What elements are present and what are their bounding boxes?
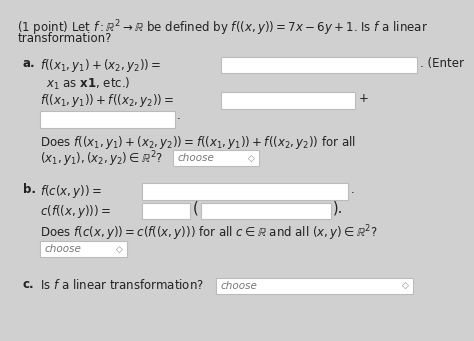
Text: .: .: [176, 109, 180, 122]
Text: choose: choose: [45, 244, 82, 254]
Text: Does $f((x_1, y_1) + (x_2, y_2)) = f((x_1, y_1)) + f((x_2, y_2))$ for all: Does $f((x_1, y_1) + (x_2, y_2)) = f((x_…: [40, 134, 356, 150]
Text: choose: choose: [177, 153, 214, 163]
Text: $f((x_1, y_1)) + f((x_2, y_2)) =$: $f((x_1, y_1)) + f((x_2, y_2)) =$: [40, 92, 175, 109]
Text: +: +: [359, 92, 369, 105]
Text: ).: ).: [333, 201, 343, 216]
Text: ◇: ◇: [401, 281, 409, 290]
Bar: [201, 203, 331, 219]
Text: Does $f(c(x, y)) = c(f((x, y)))$ for all $c \in \mathbb{R}$ and all $(x, y) \in : Does $f(c(x, y)) = c(f((x, y)))$ for all…: [40, 224, 378, 243]
Text: b.: b.: [23, 183, 36, 196]
Text: c.: c.: [23, 278, 35, 291]
Bar: [221, 92, 355, 108]
Text: $c(f((x, y))) =$: $c(f((x, y))) =$: [40, 203, 111, 220]
Bar: [221, 57, 418, 73]
Text: Is $f$ a linear transformation?: Is $f$ a linear transformation?: [40, 278, 204, 292]
Text: a.: a.: [23, 57, 36, 70]
Text: $f((x_1, y_1) + (x_2, y_2)) =$: $f((x_1, y_1) + (x_2, y_2)) =$: [40, 57, 161, 74]
Bar: [40, 241, 127, 257]
Bar: [173, 150, 259, 166]
Bar: [216, 278, 413, 294]
Text: (: (: [193, 201, 199, 216]
Text: ◇: ◇: [116, 245, 122, 254]
Text: (1 point) Let $f : \mathbb{R}^2 \to \mathbb{R}$ be defined by $f((x, y)) = 7x - : (1 point) Let $f : \mathbb{R}^2 \to \mat…: [17, 18, 428, 38]
Text: ◇: ◇: [248, 153, 255, 163]
Text: $x_1$ as $\mathbf{x1}$, etc.): $x_1$ as $\mathbf{x1}$, etc.): [46, 76, 130, 92]
Text: $f(c(x, y)) =$: $f(c(x, y)) =$: [40, 183, 102, 201]
Text: $(x_1, y_1), (x_2, y_2) \in \mathbb{R}^2$?: $(x_1, y_1), (x_2, y_2) \in \mathbb{R}^2…: [40, 150, 164, 169]
Text: choose: choose: [221, 281, 257, 291]
Bar: [142, 203, 190, 219]
Text: . (Enter: . (Enter: [420, 57, 465, 70]
Bar: [40, 112, 174, 128]
Bar: [142, 183, 348, 200]
Text: transformation?: transformation?: [17, 32, 111, 45]
Text: .: .: [351, 183, 355, 196]
